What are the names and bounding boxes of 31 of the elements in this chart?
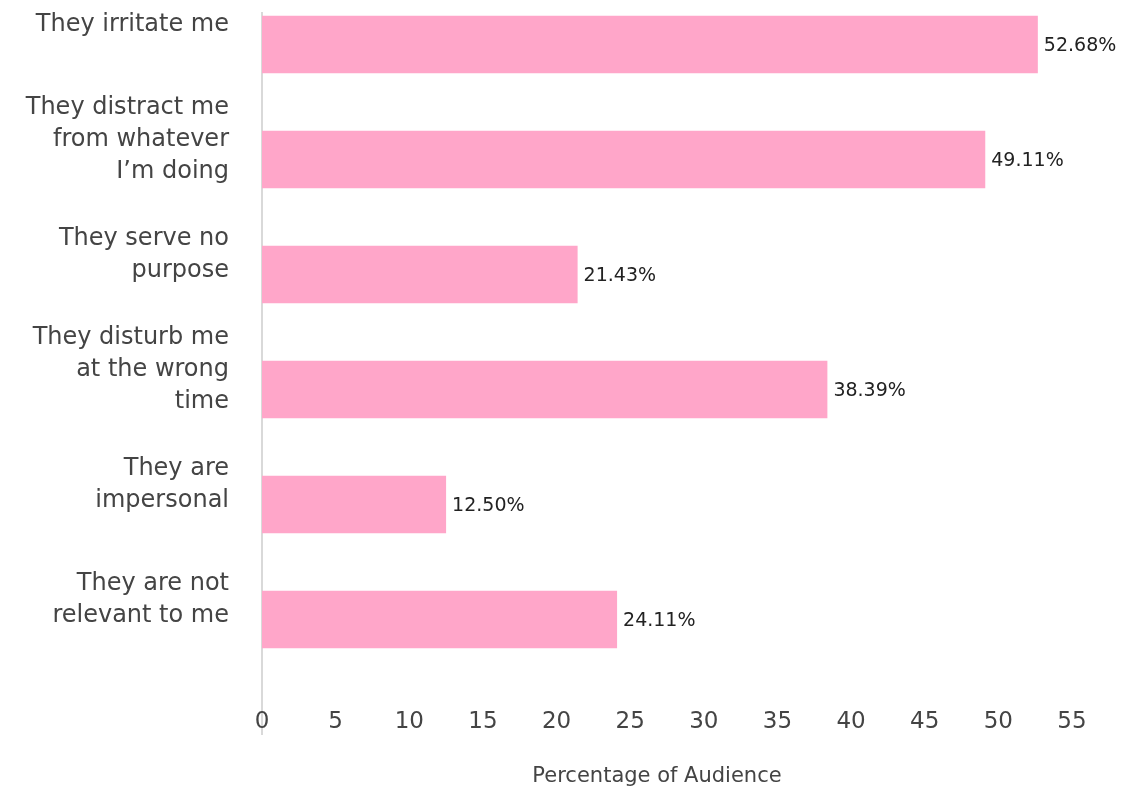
data-label: 49.11%: [991, 148, 1064, 171]
data-label: 24.11%: [623, 608, 696, 631]
x-tick-label: 55: [1057, 707, 1087, 733]
x-tick-label: 20: [541, 707, 572, 733]
y-tick-label: They irritate me: [34, 8, 229, 37]
x-tick-label: 35: [762, 707, 793, 733]
bar: [262, 15, 1038, 74]
y-tick-label: They distract me from whatever I’m doing: [24, 91, 230, 184]
y-tick-label: They are impersonal: [95, 452, 229, 513]
x-tick-label: 15: [468, 707, 498, 733]
x-tick-label: 0: [254, 707, 270, 733]
data-label: 12.50%: [452, 493, 525, 516]
x-tick-label: 45: [910, 707, 940, 733]
x-tick-label: 50: [983, 707, 1013, 733]
bar: [262, 475, 447, 534]
data-label: 38.39%: [833, 378, 906, 401]
x-tick-label: 40: [836, 707, 866, 733]
x-tick-label: 25: [615, 707, 645, 733]
y-tick-label: They are not relevant to me: [52, 567, 229, 628]
y-tick-label: They disturb me at the wrong time: [31, 321, 229, 414]
x-tick-label: 5: [328, 707, 343, 733]
data-label: 52.68%: [1043, 33, 1117, 56]
bar: [262, 130, 986, 189]
y-tick-label: They serve no purpose: [57, 222, 229, 283]
x-tick-label: 30: [689, 707, 719, 733]
x-axis-title: Percentage of Audience: [532, 763, 782, 787]
bar: [262, 590, 618, 649]
data-label: 21.43%: [583, 263, 657, 286]
bar: [262, 245, 578, 304]
bar: [262, 360, 828, 419]
x-tick-label: 10: [394, 707, 424, 733]
